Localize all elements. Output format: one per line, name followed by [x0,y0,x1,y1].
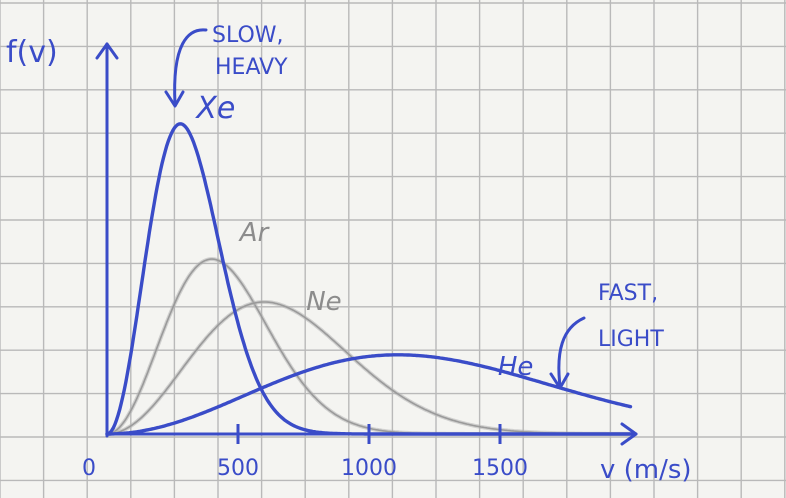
slow-heavy-annotation: SLOW, HEAVY [164,23,288,108]
fast-light-annotation: FAST, LIGHT [549,281,664,390]
y-axis-label: f(v) [6,35,58,70]
series-label-ar: Ar [238,218,271,248]
slow-heavy-line-2: HEAVY [215,55,288,80]
y-axis-arrowhead [95,42,119,60]
x-tick-label-500: 500 [217,456,259,481]
slow-heavy-arrow-icon [173,28,208,106]
fast-light-line-1: FAST, [598,281,658,306]
x-tick-label-1000: 1000 [341,456,397,481]
fast-light-line-2: LIGHT [598,327,664,352]
x-tick-label-0: 0 [82,456,96,481]
slow-heavy-line-1: SLOW, [212,23,284,48]
curves-layer [105,122,633,436]
fast-light-arrowhead-icon [549,372,570,390]
slow-heavy-arrowhead-icon [164,90,185,108]
x-tick-label-1500: 1500 [472,456,528,481]
series-label-group: Xe Ar Ne He [194,91,533,382]
x-axis-label: v (m/s) [600,455,692,485]
series-he-curve [105,353,633,436]
series-ne-curve [106,301,632,435]
x-tick-group: 0 500 1000 1500 [82,424,528,481]
series-label-he: He [498,352,534,382]
x-axis-arrowhead [620,422,638,446]
series-ar-shadow [106,257,631,436]
series-label-xe: Xe [194,91,235,126]
series-label-ne: Ne [306,287,341,317]
fast-light-arrow-icon [557,316,586,388]
series-ne-shadow [107,300,631,436]
